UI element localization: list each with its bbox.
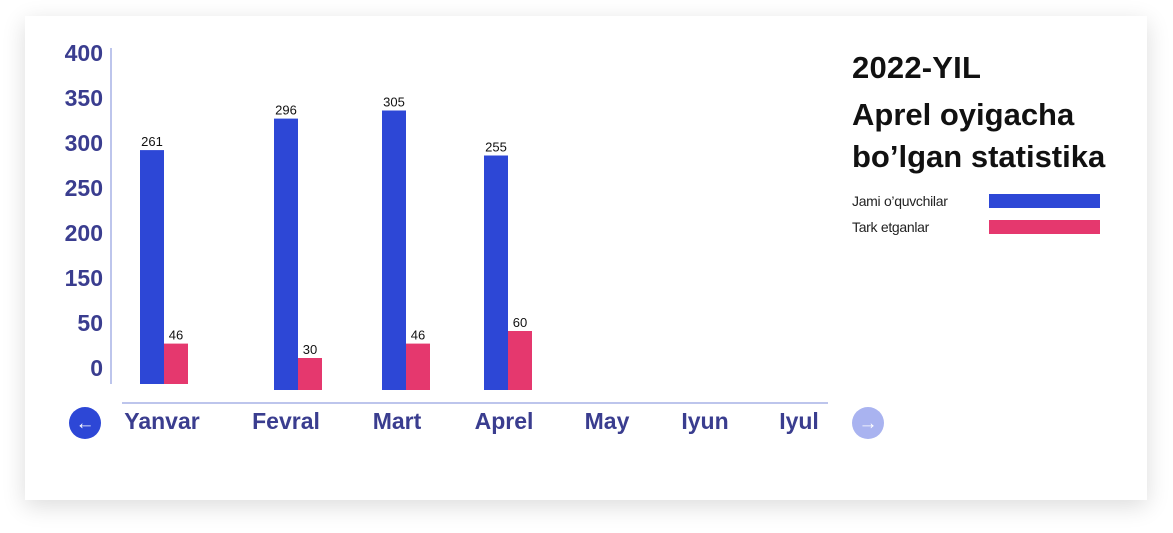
legend: Jami o’quvchilar Tark etganlar	[852, 188, 1132, 240]
arrow-right-icon: →	[858, 412, 878, 434]
bar-total	[382, 110, 406, 390]
legend-label: Jami o’quvchilar	[852, 193, 948, 209]
legend-item-total: Jami o’quvchilar	[852, 188, 1132, 214]
bar-total	[484, 155, 508, 390]
data-label: 261	[141, 134, 163, 149]
next-month-button[interactable]: →	[852, 407, 884, 439]
prev-month-button[interactable]: ←	[69, 407, 101, 439]
y-tick-label: 350	[65, 85, 103, 111]
chart-card: 0 50 150 200 250 300 350 400 Yanvar Fevral Mart Apr…	[25, 16, 1147, 500]
x-tick-label: Iyul	[779, 408, 819, 434]
y-tick-label: 300	[65, 130, 103, 156]
data-label: 30	[303, 342, 317, 357]
legend-swatch	[989, 194, 1100, 208]
data-label: 305	[383, 95, 405, 110]
x-tick-label: Yanvar	[124, 408, 199, 434]
chart-title: 2022-YIL	[852, 50, 982, 85]
y-tick-label: 0	[90, 355, 103, 381]
data-label: 46	[411, 328, 425, 343]
bar-left	[164, 343, 188, 384]
y-tick-label: 250	[65, 175, 103, 201]
y-tick-label: 400	[65, 40, 103, 66]
y-tick-label: 50	[77, 310, 103, 336]
y-tick-label: 200	[65, 220, 103, 246]
x-tick-label: Iyun	[681, 408, 728, 434]
data-label: 255	[485, 140, 507, 155]
bar-total	[274, 118, 298, 390]
y-tick-label: 150	[65, 265, 103, 291]
bar-chart: 0 50 150 200 250 300 350 400 Yanvar Fevral Mart Apr…	[65, 40, 828, 434]
data-label: 296	[275, 103, 297, 118]
bar-left	[298, 358, 322, 390]
chart-info-panel: 2022-YIL Aprel oyigacha bo’lgan statisti…	[852, 50, 1132, 240]
bar-left	[508, 331, 532, 390]
data-label: 46	[169, 328, 183, 343]
legend-item-left: Tark etganlar	[852, 214, 1132, 240]
arrow-left-icon: ←	[75, 412, 95, 434]
x-tick-label: Aprel	[475, 408, 534, 434]
bar-left	[406, 343, 430, 390]
chart-subtitle: Aprel oyigacha bo’lgan statistika	[852, 97, 1106, 174]
x-tick-label: Mart	[373, 408, 422, 434]
legend-swatch	[989, 220, 1100, 234]
x-tick-label: May	[585, 408, 630, 434]
data-label: 60	[513, 315, 527, 330]
bar-total	[140, 150, 164, 384]
x-tick-label: Fevral	[252, 408, 320, 434]
legend-label: Tark etganlar	[852, 219, 930, 235]
